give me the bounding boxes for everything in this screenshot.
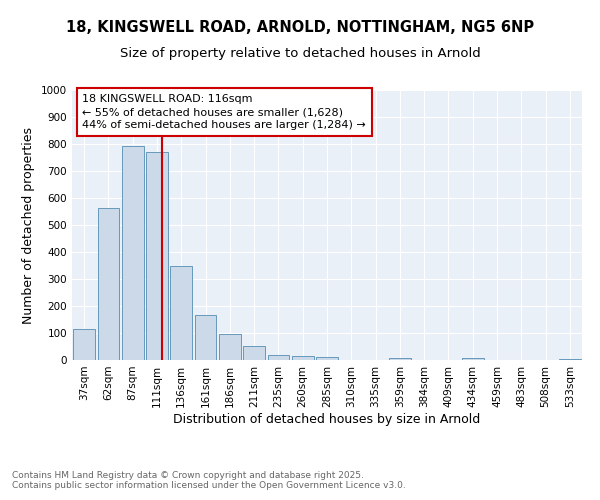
Text: 18, KINGSWELL ROAD, ARNOLD, NOTTINGHAM, NG5 6NP: 18, KINGSWELL ROAD, ARNOLD, NOTTINGHAM, … xyxy=(66,20,534,35)
Bar xyxy=(292,356,314,360)
Text: 18 KINGSWELL ROAD: 116sqm
← 55% of detached houses are smaller (1,628)
44% of se: 18 KINGSWELL ROAD: 116sqm ← 55% of detac… xyxy=(82,94,366,130)
Bar xyxy=(194,316,217,360)
Bar xyxy=(559,358,581,360)
Bar xyxy=(97,208,119,360)
Bar xyxy=(73,330,95,360)
Y-axis label: Number of detached properties: Number of detached properties xyxy=(22,126,35,324)
Bar xyxy=(389,358,411,360)
Bar xyxy=(243,346,265,360)
Bar xyxy=(268,354,289,360)
Bar xyxy=(462,358,484,360)
Bar xyxy=(219,334,241,360)
Bar xyxy=(146,152,168,360)
Bar xyxy=(170,266,192,360)
Bar xyxy=(122,146,143,360)
Text: Size of property relative to detached houses in Arnold: Size of property relative to detached ho… xyxy=(119,48,481,60)
Bar xyxy=(316,358,338,360)
X-axis label: Distribution of detached houses by size in Arnold: Distribution of detached houses by size … xyxy=(173,412,481,426)
Text: Contains HM Land Registry data © Crown copyright and database right 2025.
Contai: Contains HM Land Registry data © Crown c… xyxy=(12,470,406,490)
